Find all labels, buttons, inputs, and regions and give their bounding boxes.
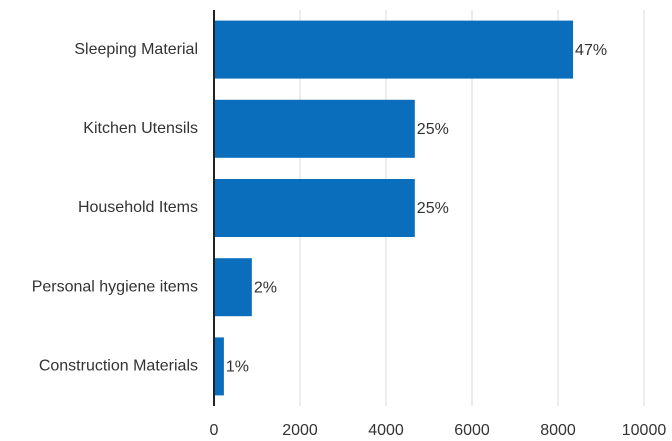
bar: [214, 20, 574, 79]
x-tick-label: 0: [210, 422, 219, 439]
data-label: 25%: [417, 121, 449, 138]
bar: [214, 99, 415, 158]
bar: [214, 258, 252, 317]
y-tick-label: Construction Materials: [39, 358, 198, 375]
y-tick-label: Household Items: [78, 199, 198, 216]
bar: [214, 337, 224, 396]
data-label: 1%: [226, 359, 249, 376]
y-tick-label: Kitchen Utensils: [83, 120, 198, 137]
y-tick-label: Sleeping Material: [74, 41, 198, 58]
data-label: 25%: [417, 200, 449, 217]
bar: [214, 179, 415, 237]
x-tick-label: 4000: [368, 422, 404, 439]
data-label: 2%: [254, 279, 277, 296]
x-tick-label: 10000: [622, 422, 667, 439]
x-tick-label: 2000: [282, 422, 318, 439]
y-tick-label: Personal hygiene items: [32, 278, 198, 295]
x-tick-label: 8000: [540, 422, 576, 439]
data-label: 47%: [575, 42, 607, 59]
x-tick-label: 6000: [454, 422, 490, 439]
